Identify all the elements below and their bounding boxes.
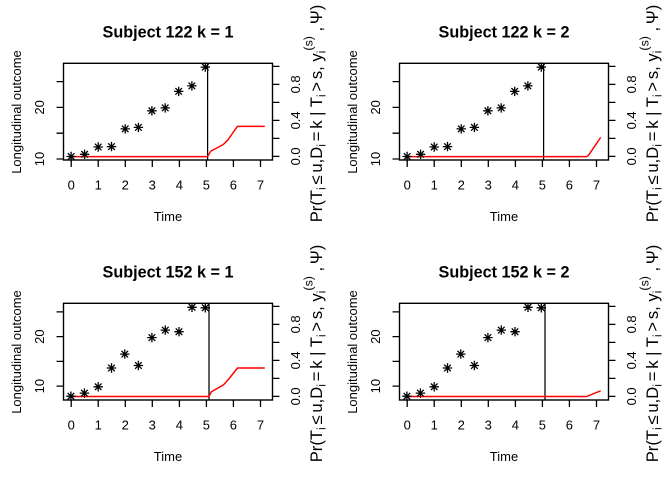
- svg-text:0.8: 0.8: [288, 315, 303, 333]
- svg-text:Longitudinal outcome: Longitudinal outcome: [9, 290, 24, 414]
- svg-text:Longitudinal outcome: Longitudinal outcome: [9, 50, 24, 174]
- svg-text:7: 7: [593, 177, 600, 192]
- svg-text:10: 10: [368, 379, 383, 393]
- svg-text:7: 7: [257, 177, 264, 192]
- svg-text:0.4: 0.4: [624, 111, 639, 129]
- svg-text:0.0: 0.0: [288, 147, 303, 165]
- svg-text:3: 3: [149, 177, 156, 192]
- svg-text:4: 4: [512, 177, 519, 192]
- svg-text:5: 5: [539, 417, 546, 432]
- svg-text:5: 5: [203, 417, 210, 432]
- svg-text:Time: Time: [154, 209, 182, 224]
- svg-text:2: 2: [122, 177, 129, 192]
- svg-text:3: 3: [485, 177, 492, 192]
- svg-text:0.0: 0.0: [624, 147, 639, 165]
- svg-text:10: 10: [32, 379, 47, 393]
- svg-text:4: 4: [176, 417, 183, 432]
- svg-text:10: 10: [32, 152, 47, 166]
- svg-text:Longitudinal outcome: Longitudinal outcome: [345, 50, 360, 174]
- svg-text:Time: Time: [154, 449, 182, 464]
- svg-text:0.4: 0.4: [288, 351, 303, 369]
- svg-text:0: 0: [404, 417, 411, 432]
- svg-text:3: 3: [149, 417, 156, 432]
- svg-text:2: 2: [458, 417, 465, 432]
- svg-text:3: 3: [485, 417, 492, 432]
- svg-text:0.8: 0.8: [624, 315, 639, 333]
- svg-text:7: 7: [593, 417, 600, 432]
- svg-text:7: 7: [257, 417, 264, 432]
- svg-text:Pr(Ti ≤ u,Di = k | Ti > s, yi(: Pr(Ti ≤ u,Di = k | Ti > s, yi(s) , Ψ): [637, 5, 664, 223]
- svg-text:0.4: 0.4: [624, 351, 639, 369]
- svg-text:Subject 152 k = 1: Subject 152 k = 1: [103, 264, 234, 282]
- svg-text:6: 6: [230, 177, 237, 192]
- svg-text:2: 2: [458, 177, 465, 192]
- svg-text:0.8: 0.8: [288, 75, 303, 93]
- svg-text:1: 1: [431, 417, 438, 432]
- svg-text:6: 6: [566, 177, 573, 192]
- svg-text:4: 4: [176, 177, 183, 192]
- svg-text:4: 4: [512, 417, 519, 432]
- svg-text:Time: Time: [490, 449, 518, 464]
- svg-text:2: 2: [122, 417, 129, 432]
- svg-text:0.0: 0.0: [288, 387, 303, 405]
- svg-text:20: 20: [32, 100, 47, 114]
- svg-text:Subject 122 k = 2: Subject 122 k = 2: [439, 24, 570, 42]
- svg-text:Longitudinal outcome: Longitudinal outcome: [345, 290, 360, 414]
- svg-text:20: 20: [368, 100, 383, 114]
- svg-text:0: 0: [68, 417, 75, 432]
- svg-text:10: 10: [368, 152, 383, 166]
- svg-text:5: 5: [539, 177, 546, 192]
- svg-text:6: 6: [230, 417, 237, 432]
- svg-text:5: 5: [203, 177, 210, 192]
- svg-text:1: 1: [95, 177, 102, 192]
- svg-text:1: 1: [95, 417, 102, 432]
- svg-text:1: 1: [431, 177, 438, 192]
- svg-text:0.8: 0.8: [624, 75, 639, 93]
- svg-text:6: 6: [566, 417, 573, 432]
- svg-text:20: 20: [368, 329, 383, 343]
- svg-text:Subject 122 k = 1: Subject 122 k = 1: [103, 24, 234, 42]
- svg-text:0.4: 0.4: [288, 111, 303, 129]
- svg-text:0.0: 0.0: [624, 387, 639, 405]
- svg-text:0: 0: [68, 177, 75, 192]
- svg-text:Time: Time: [490, 209, 518, 224]
- svg-text:Subject 152 k = 2: Subject 152 k = 2: [439, 264, 570, 282]
- svg-text:20: 20: [32, 329, 47, 343]
- svg-text:0: 0: [404, 177, 411, 192]
